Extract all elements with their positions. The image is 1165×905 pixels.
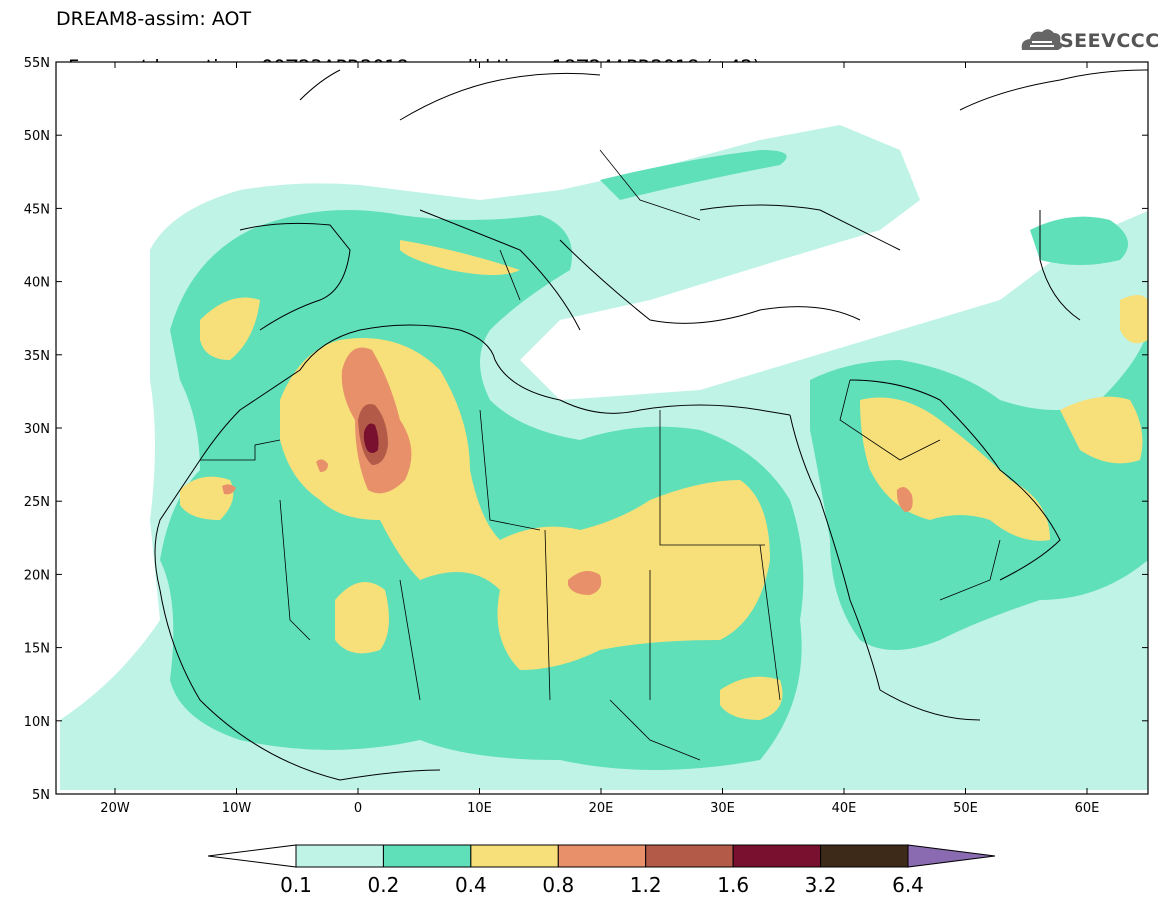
colorbar-min-arrow	[207, 844, 297, 868]
lat-label: 30N	[24, 422, 50, 437]
lat-label: 35N	[24, 349, 50, 364]
lon-label: 20E	[589, 801, 614, 816]
colorbar-swatch	[645, 844, 734, 868]
lat-label: 10N	[24, 715, 50, 730]
lon-label: 10W	[222, 801, 252, 816]
colorbar-label: 0.2	[368, 873, 400, 897]
coastlines	[154, 69, 1148, 781]
lon-label: 0	[354, 801, 362, 816]
colorbar-label: 0.8	[542, 873, 574, 897]
longitude-axis: 20W 10W 0 10E 20E 30E 40E 50E 60E	[100, 62, 1099, 816]
latitude-axis: 55N 50N 45N 40N 35N 30N 25N 20N 15N 10N 5N	[24, 56, 1148, 803]
lon-label: 30E	[710, 801, 735, 816]
lat-label: 45N	[24, 202, 50, 217]
colorbar: 0.1 0.2 0.4 0.8 1.2 1.6 3.2 6.4	[207, 844, 996, 897]
lat-label: 15N	[24, 642, 50, 657]
plot-area	[56, 62, 1148, 794]
lat-label: 55N	[24, 56, 50, 71]
lon-label: 40E	[832, 801, 857, 816]
colorbar-swatch	[470, 844, 559, 868]
colorbar-label: 6.4	[892, 873, 924, 897]
colorbar-label: 1.6	[717, 873, 749, 897]
lat-label: 40N	[24, 276, 50, 291]
lon-label: 20W	[100, 801, 130, 816]
colorbar-label: 0.1	[280, 873, 312, 897]
colorbar-swatch	[382, 844, 472, 868]
lat-label: 20N	[24, 568, 50, 583]
lat-label: 25N	[24, 495, 50, 510]
colorbar-label: 0.4	[455, 873, 487, 897]
lat-label: 50N	[24, 129, 50, 144]
lat-label: 5N	[32, 788, 50, 803]
country-borders	[200, 149, 1001, 761]
colorbar-swatch	[295, 844, 384, 868]
logo-text: SEEVCCC	[1060, 30, 1160, 52]
colorbar-label: 1.2	[630, 873, 662, 897]
cloud-icon	[1021, 29, 1063, 50]
aot-band-1-6	[363, 423, 379, 453]
colorbar-swatch	[820, 844, 909, 868]
lon-label: 10E	[467, 801, 492, 816]
lon-label: 60E	[1075, 801, 1100, 816]
colorbar-swatch	[557, 844, 647, 868]
colorbar-label: 3.2	[805, 873, 837, 897]
lon-label: 50E	[953, 801, 978, 816]
map-title: DREAM8-assim: AOT	[56, 8, 252, 30]
colorbar-swatch	[732, 844, 822, 868]
colorbar-max-arrow	[907, 844, 996, 868]
